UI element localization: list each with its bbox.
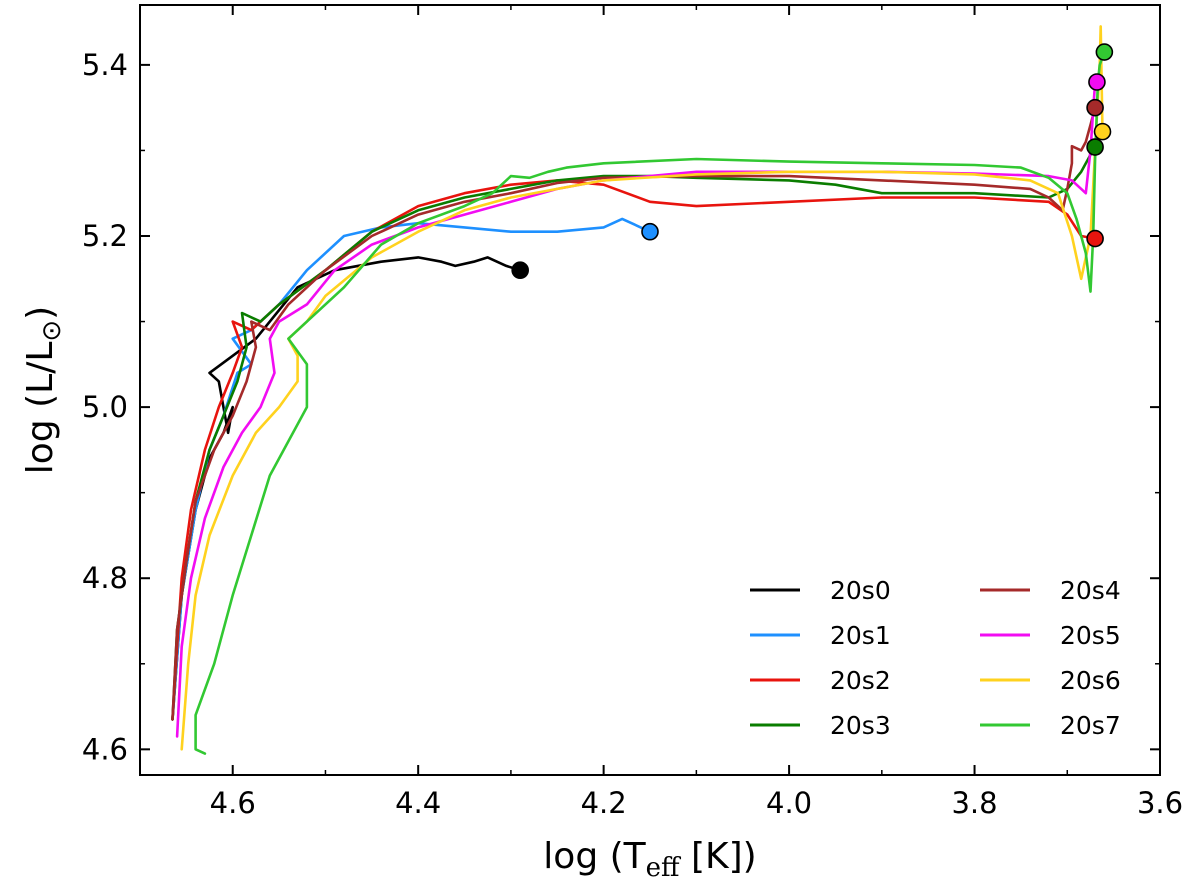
legend-label-20s2: 20s2: [830, 666, 891, 695]
legend-label-20s7: 20s7: [1060, 711, 1121, 740]
series-layer: [171, 25, 1106, 755]
end-marker-20s6: [1093, 122, 1112, 141]
x-tick-label: 3.6: [1137, 786, 1183, 820]
y-axis-label: log (L/L⊙): [20, 306, 67, 474]
x-tick-label: 3.8: [951, 786, 997, 820]
end-marker-20s2: [1086, 229, 1104, 248]
x-tick-label: 4.2: [581, 786, 627, 820]
y-tick-label: 5.0: [82, 390, 128, 424]
series-line-20s2: [171, 179, 1097, 721]
end-marker-20s7: [1095, 43, 1114, 61]
y-tick-label: 4.8: [82, 561, 128, 595]
legend-label-20s6: 20s6: [1060, 666, 1121, 695]
end-marker-20s4: [1086, 98, 1104, 117]
series-line-20s6: [180, 25, 1104, 751]
series-line-20s3: [171, 145, 1097, 721]
series-line-20s0: [171, 256, 522, 721]
axis-ticks: 4.6 4.4 4.2 4.0 3.8 3.6 4.6 4.8 5.0 5.2 5.4: [82, 5, 1183, 820]
end-marker-20s1: [641, 222, 659, 241]
x-tick-label: 4.4: [395, 786, 441, 820]
x-axis-label: log (Teff [K]): [543, 836, 756, 883]
x-tick-label: 4.6: [210, 786, 256, 820]
endpoint-markers: [511, 43, 1114, 280]
legend-label-20s5: 20s5: [1060, 621, 1121, 650]
y-tick-label: 4.6: [82, 732, 128, 766]
x-tick-label: 4.0: [766, 786, 812, 820]
series-line-20s1: [171, 217, 652, 721]
plot-frame: [139, 4, 1161, 776]
legend-label-20s3: 20s3: [830, 711, 891, 740]
series-line-20s5: [175, 80, 1099, 738]
end-marker-20s3: [1086, 138, 1104, 156]
y-tick-label: 5.4: [82, 48, 128, 82]
legend: 20s0 20s1 20s2 20s3 20s4 20s5 20s6 20s7: [750, 576, 1121, 740]
end-marker-20s5: [1088, 73, 1106, 91]
legend-label-20s1: 20s1: [830, 621, 891, 650]
end-marker-20s0: [511, 261, 529, 280]
legend-label-20s4: 20s4: [1060, 576, 1121, 605]
y-tick-label: 5.2: [82, 219, 128, 253]
legend-label-20s0: 20s0: [830, 576, 891, 605]
series-line-20s7: [194, 50, 1106, 755]
series-line-20s4: [171, 106, 1097, 721]
